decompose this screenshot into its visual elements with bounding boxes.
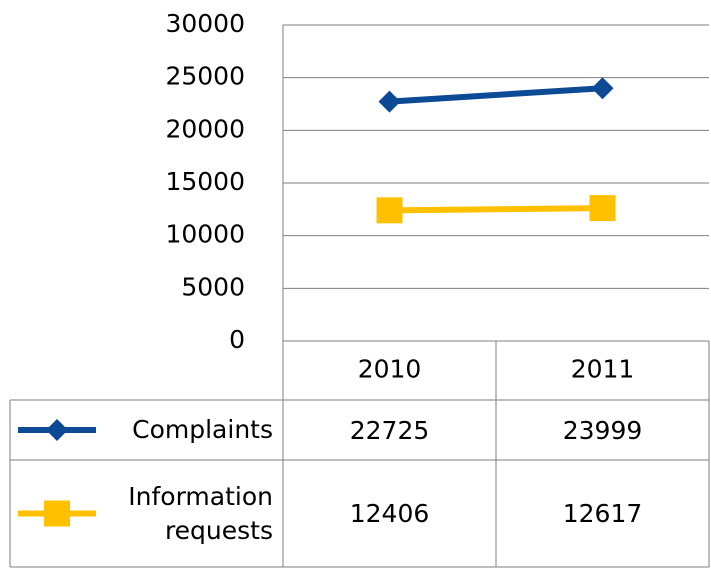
legend-label: Information requests bbox=[128, 481, 273, 545]
y-tick-label: 25000 bbox=[165, 62, 245, 91]
table-value: 12617 bbox=[562, 499, 643, 528]
table-value: 23999 bbox=[562, 415, 643, 445]
marker bbox=[376, 197, 403, 224]
marker bbox=[591, 77, 614, 100]
legend-marker bbox=[44, 500, 70, 527]
y-tick-label: 5000 bbox=[181, 272, 245, 301]
y-tick-label: 20000 bbox=[165, 114, 245, 143]
table-value: 22725 bbox=[349, 415, 430, 445]
table-value: 12406 bbox=[349, 499, 430, 528]
marker bbox=[378, 90, 401, 113]
x-tick-label: 2011 bbox=[571, 355, 635, 384]
series-line bbox=[389, 205, 603, 214]
legend-marker bbox=[46, 419, 68, 441]
y-tick-label: 10000 bbox=[165, 220, 245, 249]
marker bbox=[589, 195, 616, 222]
x-tick-label: 2010 bbox=[358, 355, 422, 384]
y-tick-label: 30000 bbox=[165, 9, 245, 38]
y-tick-label: 15000 bbox=[165, 167, 245, 196]
legend-label: Complaints bbox=[132, 415, 273, 444]
series-line bbox=[389, 85, 603, 105]
y-tick-label: 0 bbox=[229, 325, 245, 354]
